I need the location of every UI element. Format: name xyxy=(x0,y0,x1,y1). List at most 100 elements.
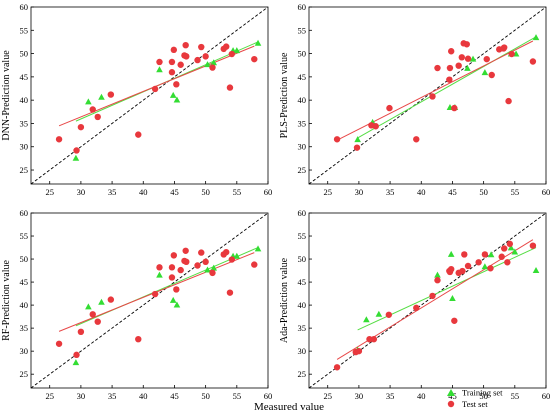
p4-test-point xyxy=(385,311,393,318)
legend-training-marker xyxy=(447,389,455,396)
p3-x-tick-label: 25 xyxy=(45,391,54,401)
p4-y-tick-label: 50 xyxy=(298,254,307,264)
p2-x-tick-label: 25 xyxy=(323,187,332,197)
legend-test-marker xyxy=(447,400,455,408)
p3-test-point xyxy=(198,249,205,256)
p1-training-point xyxy=(233,47,241,54)
p3-test-point xyxy=(168,264,176,271)
p4-x-tick-label: 30 xyxy=(355,391,364,401)
p3-test-point xyxy=(228,256,236,263)
p1-test-point xyxy=(198,43,205,51)
p3-training-point xyxy=(254,245,262,252)
p2-training-point xyxy=(464,64,471,71)
p3-y-tick-label: 55 xyxy=(20,231,29,241)
p1-test-point xyxy=(177,61,184,68)
p3-y-tick-label: 30 xyxy=(20,346,29,356)
p3-test-point xyxy=(251,261,258,268)
p3-test-point xyxy=(170,252,178,259)
p1-test-point xyxy=(194,56,201,64)
p3-training-point xyxy=(204,266,211,273)
p4-x-tick-label: 55 xyxy=(511,391,520,401)
p3-test-point xyxy=(94,318,101,325)
p4-y-tick-label: 30 xyxy=(298,346,307,356)
p4-test-point xyxy=(481,251,489,258)
legend: Training set Test set xyxy=(447,388,503,409)
p1-y-tick-label: 40 xyxy=(20,95,29,105)
p1-training-point xyxy=(85,98,92,105)
p4-test-point xyxy=(506,240,514,248)
p1-x-tick-label: 50 xyxy=(201,187,210,197)
p1-x-tick-label: 60 xyxy=(264,187,273,197)
p4-training-point xyxy=(447,250,455,257)
p2-test-point xyxy=(446,64,454,72)
legend-test-label: Test set xyxy=(462,399,488,409)
p1-test-point xyxy=(170,46,178,54)
p2-y-tick-label: 30 xyxy=(298,142,307,152)
p4-y-tick-label: 55 xyxy=(298,231,307,241)
p2-x-tick-label: 50 xyxy=(479,187,488,197)
p3-training-point xyxy=(233,252,241,259)
p1-y-tick-label: 60 xyxy=(20,2,29,12)
p2-test-point xyxy=(501,44,508,51)
p2-test-point xyxy=(353,144,361,151)
p1-test-point xyxy=(94,113,101,121)
p3-training-point xyxy=(72,359,80,366)
p3-y-tick-label: 35 xyxy=(20,323,29,333)
p4-x-tick-label: 40 xyxy=(417,391,426,401)
legend-training-label: Training set xyxy=(462,388,503,398)
p1-x-tick-label: 35 xyxy=(108,187,117,197)
p1-test-point xyxy=(151,85,159,93)
p4-test-point xyxy=(355,347,363,355)
p1-plot-frame xyxy=(30,6,269,185)
p2-plot-frame xyxy=(308,6,547,185)
p3-x-tick-label: 55 xyxy=(233,391,242,401)
p2-test-point xyxy=(372,123,379,130)
p1-training-point xyxy=(254,39,262,46)
p4-test-point xyxy=(434,277,441,284)
p3-x-tick-label: 45 xyxy=(170,391,179,401)
p3-test-point xyxy=(135,335,142,343)
p4-y-tick-label: 45 xyxy=(298,277,307,287)
p4-training-point xyxy=(449,295,456,302)
p2-training-point xyxy=(469,55,477,62)
p4-test-point xyxy=(461,251,468,258)
p2-test-point xyxy=(386,104,393,112)
p1-test-point xyxy=(183,53,190,60)
p2-training-point xyxy=(481,69,489,76)
p4-x-tick-label: 50 xyxy=(479,391,488,401)
p3-x-tick-label: 60 xyxy=(264,391,273,401)
p4-test-point xyxy=(464,262,472,270)
p2-test-point xyxy=(458,54,466,61)
p2-test-point xyxy=(446,76,453,83)
p4-y-axis-title: Ada-Prediction value xyxy=(279,257,290,343)
p2-y-tick-label: 45 xyxy=(298,72,307,82)
p4-identity-line xyxy=(308,212,547,389)
panel-dnn: 25 30 35 40 45 50 55 60 25 30 35 40 45 50 55 60 DNN-Pred… xyxy=(1,2,272,197)
p1-test-point xyxy=(251,55,258,63)
p3-test-point xyxy=(226,289,234,296)
p4-test-point xyxy=(501,245,508,252)
p1-training-point xyxy=(210,59,218,66)
p4-training-point xyxy=(532,266,540,273)
p3-y-tick-label: 45 xyxy=(20,277,29,287)
p2-x-tick-label: 35 xyxy=(386,187,395,197)
p1-y-tick-label: 35 xyxy=(20,118,29,128)
p2-test-point xyxy=(505,97,512,105)
p3-test-point xyxy=(223,248,230,256)
p4-test-point xyxy=(487,265,494,272)
p3-test-point xyxy=(202,258,209,266)
p1-x-tick-label: 40 xyxy=(139,187,148,197)
p4-test-point xyxy=(475,259,482,266)
p3-test-point xyxy=(77,328,85,336)
p2-test-point xyxy=(434,64,441,72)
p4-y-tick-label: 40 xyxy=(298,300,307,310)
p2-test-point xyxy=(464,55,472,62)
panel-pls: 25 30 35 40 45 50 55 60 25 30 35 40 45 50 55 60 PLS-Pred… xyxy=(279,2,550,197)
p3-y-tick-label: 60 xyxy=(20,208,29,218)
p4-training-point xyxy=(481,263,489,270)
p4-training-point xyxy=(507,244,515,251)
p2-test-point xyxy=(413,136,420,143)
p3-test-point xyxy=(209,269,216,277)
p4-test-point xyxy=(413,304,420,312)
p2-test-point xyxy=(488,71,495,79)
